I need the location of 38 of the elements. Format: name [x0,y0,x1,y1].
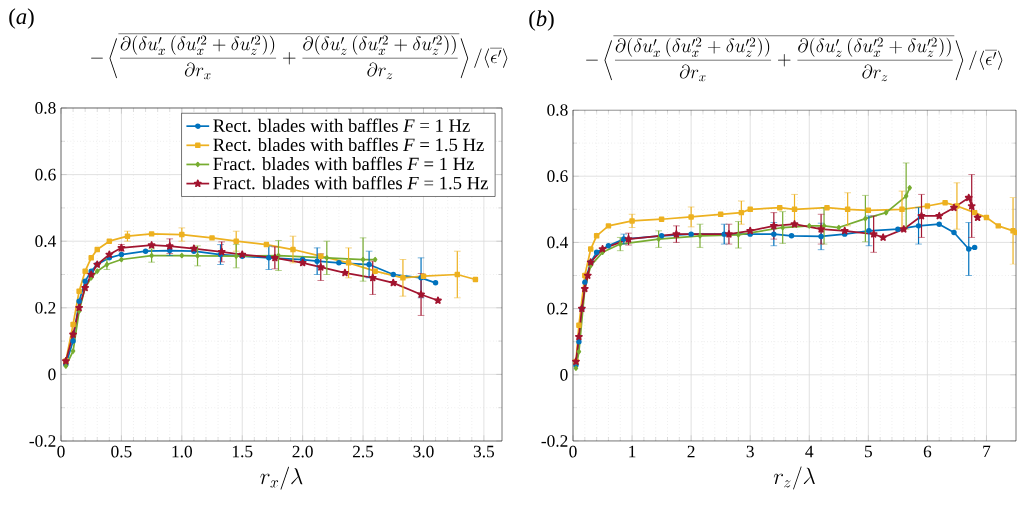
y-tick-label: 0 [48,368,56,381]
y-tick-label: 0.4 [547,236,569,249]
legend-label: Fract. blades with baffles F = 1 Hz [213,156,474,171]
y-tick-label: -0.2 [29,435,56,447]
x-tick-label: 0 [569,445,577,458]
y-tick-label: 0.8 [35,102,56,114]
x-tick-label: 2.5 [352,445,374,458]
y-tick-label: -0.2 [541,435,568,447]
x-tick-label: 3.0 [413,445,434,458]
x-tick-label: 1.0 [172,445,192,458]
y-tick-label: 0.2 [547,302,568,315]
chart-title: (b) [529,10,554,31]
y-tick-label: 0 [560,368,568,381]
y-axis-title: $-\left\langle \overline{\frac{\partial(\delta u'_x\,(\delta u'^2_x+\delta u'^2_z))}{\partial r_x}+\frac{\partial(\delta u'_z\,(\delta u'^2_x+\delta u'^2_z))}{\partial r_z}}\right\rangle \Big/ \langle\overline{\epsilon'}\rangle$ [586,35,1003,82]
x-tick-label: 4 [805,445,814,458]
legend-label: Rect. blades with baffles F = 1.5 Hz [213,137,484,152]
y-axis-title: $-\left\langle \overline{\frac{\partial(\delta u'_x\,(\delta u'^2_x+\delta u'^2_z))}{\partial r_x}+\frac{\partial(\delta u'_z\,(\delta u'^2_x+\delta u'^2_z))}{\partial r_z}}\right\rangle \Big/ \langle\overline{\epsilon'}\rangle$ [91,33,508,80]
x-tick-label: 6 [923,445,932,458]
x-axis-title: $r_z/\lambda$ [773,466,815,490]
x-tick-label: 0 [57,445,65,458]
x-tick-label: 3.5 [473,445,495,458]
x-tick-label: 1.5 [232,445,253,458]
y-tick-label: 0.4 [35,235,57,248]
legend-label: Fract. blades with baffles F = 1.5 Hz [213,176,488,190]
x-tick-label: 0.5 [111,445,132,458]
y-tick-label: 0.6 [35,168,56,181]
x-tick-label: 7 [983,445,991,458]
chart-title: (a) [9,8,34,29]
x-axis-title: $r_x/\lambda$ [260,466,303,490]
x-tick-label: 5 [865,445,872,458]
x-tick-label: 3 [746,445,754,458]
x-tick-label: 2 [687,445,695,458]
legend-label: Rect. blades with baffles F = 1 Hz [213,118,470,133]
y-tick-label: 0.8 [547,104,568,116]
y-tick-label: 0.6 [547,170,568,183]
x-tick-label: 2.0 [292,445,313,458]
y-tick-label: 0.2 [35,301,56,314]
x-tick-label: 1 [629,445,636,458]
